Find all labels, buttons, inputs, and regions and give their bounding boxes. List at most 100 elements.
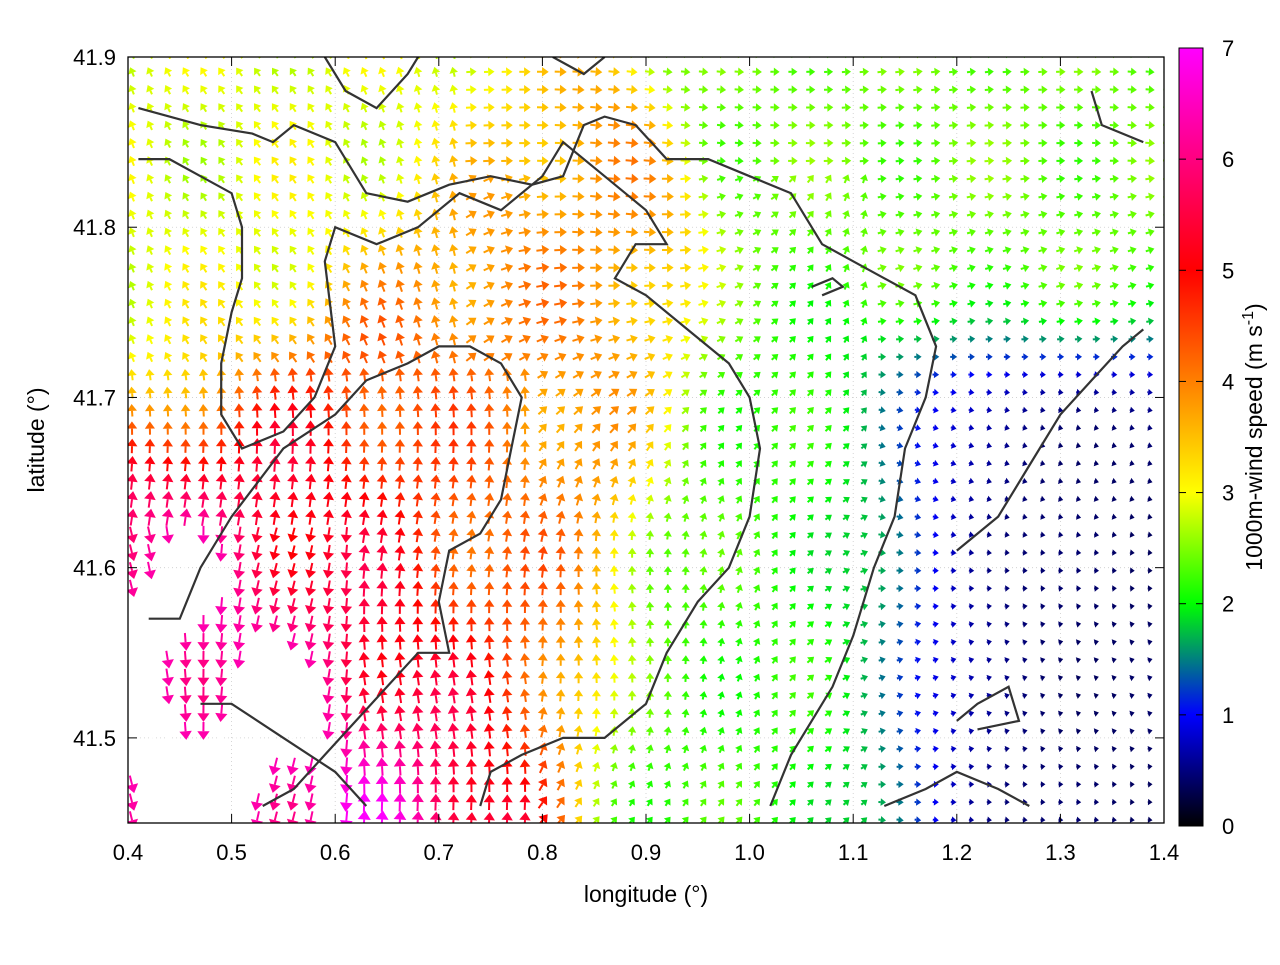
wind-vector xyxy=(860,335,867,342)
wind-vector xyxy=(626,85,637,94)
wind-vector xyxy=(537,210,549,220)
wind-vector xyxy=(914,229,923,237)
wind-vector xyxy=(182,210,190,219)
wind-vector xyxy=(663,103,673,112)
wind-vector xyxy=(807,461,814,468)
wind-vector xyxy=(412,776,424,793)
wind-vector xyxy=(1058,675,1063,681)
wind-vector xyxy=(789,283,796,290)
wind-vector xyxy=(342,280,351,291)
wind-vector xyxy=(1003,246,1012,254)
wind-vector xyxy=(1022,675,1027,681)
wind-vector xyxy=(860,192,868,201)
wind-vector xyxy=(197,810,210,829)
wind-vector xyxy=(1076,532,1081,538)
wind-vector xyxy=(1148,567,1153,573)
wind-vector xyxy=(664,459,672,468)
wind-vector xyxy=(735,478,742,485)
wind-vector xyxy=(897,745,904,752)
wind-vector xyxy=(556,779,565,791)
wind-vector xyxy=(179,740,192,759)
wind-vector xyxy=(628,726,636,735)
wind-vector xyxy=(484,759,495,774)
wind-vector xyxy=(644,281,655,290)
wind-vector xyxy=(536,245,549,255)
wind-vector xyxy=(682,390,690,397)
wind-vector xyxy=(897,389,904,396)
wind-vector xyxy=(879,424,886,431)
wind-vector xyxy=(1165,746,1170,752)
wind-vector xyxy=(931,264,940,272)
wind-vector xyxy=(359,474,370,489)
wind-vector xyxy=(590,245,602,255)
wind-vector xyxy=(501,812,512,828)
wind-vector xyxy=(646,477,654,487)
wind-vector xyxy=(825,300,832,307)
wind-vector xyxy=(1128,85,1137,93)
wind-vector xyxy=(590,138,602,148)
colorbar-tick-label: 6 xyxy=(1222,147,1234,172)
wind-vector xyxy=(915,781,922,788)
wind-vector xyxy=(1130,425,1135,431)
wind-vector xyxy=(860,371,866,378)
wind-vector xyxy=(807,568,814,575)
wind-vector xyxy=(377,652,388,667)
wind-vector xyxy=(698,228,708,237)
wind-vector xyxy=(1022,424,1027,430)
wind-vector xyxy=(359,545,371,561)
wind-vector xyxy=(1112,549,1117,555)
wind-vector xyxy=(771,763,778,770)
wind-vector xyxy=(914,335,922,343)
wind-vector xyxy=(753,265,761,272)
x-tick-label: 0.8 xyxy=(527,840,558,865)
wind-vector xyxy=(1110,139,1119,147)
wind-vector xyxy=(931,139,940,147)
wind-vector xyxy=(969,514,974,520)
wind-vector xyxy=(144,509,156,526)
wind-vector xyxy=(699,602,707,611)
wind-vector xyxy=(145,387,155,399)
wind-vector xyxy=(1130,549,1135,555)
wind-vector xyxy=(574,493,584,505)
wind-vector xyxy=(897,603,904,610)
wind-vector xyxy=(646,424,654,433)
wind-vector xyxy=(180,651,192,668)
wind-vector xyxy=(628,512,637,522)
wind-vector xyxy=(272,86,279,94)
wind-vector xyxy=(1112,639,1117,645)
wind-vector xyxy=(807,621,814,628)
wind-vector xyxy=(182,245,190,254)
wind-vector xyxy=(323,421,334,436)
wind-vector xyxy=(628,423,636,432)
wind-vector xyxy=(608,209,621,219)
wind-vector xyxy=(128,67,136,76)
wind-vector xyxy=(824,228,831,236)
wind-vector xyxy=(466,300,476,308)
wind-vector xyxy=(343,121,351,130)
wind-vector xyxy=(183,157,190,165)
wind-vector xyxy=(200,246,208,255)
wind-vector xyxy=(860,121,869,129)
wind-vector xyxy=(1074,157,1083,165)
wind-vector xyxy=(413,262,422,274)
wind-vector xyxy=(592,565,602,577)
wind-vector xyxy=(449,333,459,345)
wind-vector xyxy=(1128,229,1137,237)
wind-vector xyxy=(735,443,742,450)
wind-vector xyxy=(272,281,279,289)
wind-vector xyxy=(913,121,922,129)
wind-vector xyxy=(146,352,154,362)
wind-vector xyxy=(1094,764,1099,770)
wind-vector xyxy=(325,103,333,112)
wind-vector xyxy=(807,354,814,361)
wind-vector xyxy=(180,704,192,722)
wind-vector xyxy=(717,548,725,557)
wind-vector xyxy=(985,175,995,184)
wind-vector xyxy=(735,85,744,94)
wind-vector xyxy=(396,209,405,219)
wind-vector xyxy=(1147,711,1152,717)
wind-vector xyxy=(466,546,476,559)
wind-vector xyxy=(144,456,155,471)
wind-vector xyxy=(378,174,386,183)
wind-vector xyxy=(484,582,494,595)
